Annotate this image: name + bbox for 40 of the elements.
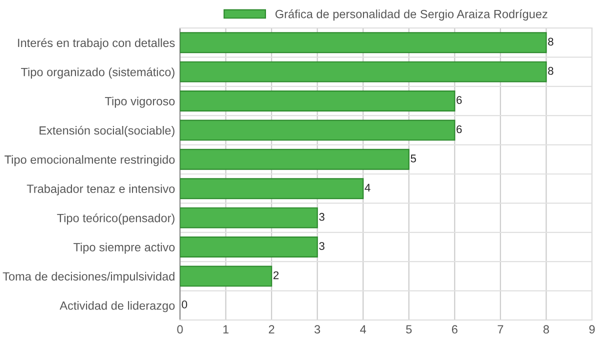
x-tick-label: 7 bbox=[498, 325, 504, 334]
bar bbox=[180, 266, 272, 287]
data-label: 4 bbox=[364, 184, 370, 192]
data-label: 6 bbox=[456, 125, 462, 134]
bar bbox=[180, 61, 547, 82]
bar bbox=[180, 207, 318, 228]
y-tick-label: Tipo siempre activo bbox=[74, 242, 175, 254]
data-label: 6 bbox=[456, 96, 462, 104]
x-tick-label: 9 bbox=[589, 325, 595, 334]
data-label: 8 bbox=[548, 66, 554, 75]
legend-label: Gráfica de personalidad de Sergio Araiza Rodríguez bbox=[275, 9, 548, 21]
x-tick-label: 3 bbox=[314, 325, 320, 334]
data-label: 2 bbox=[274, 271, 279, 280]
bar bbox=[180, 32, 547, 54]
y-tick-label: Trabajador tenaz e intensivo bbox=[26, 184, 175, 196]
bar bbox=[180, 148, 410, 170]
y-tick-label: Interés en trabajo con detalles bbox=[18, 38, 175, 50]
data-label: 5 bbox=[410, 154, 416, 162]
y-tick-label: Tipo teórico(pensador) bbox=[57, 213, 174, 225]
y-tick-label: Tipo emocionalmente restringido bbox=[4, 155, 175, 166]
data-label: 3 bbox=[319, 212, 324, 221]
x-tick-label: 4 bbox=[360, 325, 366, 334]
y-tick-label: Tipo organizado (sistemático) bbox=[21, 67, 174, 79]
bar bbox=[180, 178, 364, 200]
x-tick-label: 5 bbox=[406, 325, 412, 334]
x-tick-label: 2 bbox=[268, 325, 274, 334]
x-tick-label: 8 bbox=[543, 325, 549, 334]
bar bbox=[180, 90, 456, 112]
bar bbox=[180, 120, 456, 141]
y-tick-label: Actividad de liderazgo bbox=[60, 301, 175, 312]
x-tick-label: 6 bbox=[452, 325, 458, 334]
x-tick-label: 0 bbox=[177, 325, 183, 334]
x-tick-label: 1 bbox=[223, 325, 228, 334]
y-tick-label: Toma de decisiones/impulsividad bbox=[2, 272, 174, 283]
y-tick-label: Tipo vigoroso bbox=[104, 96, 175, 108]
data-label: 8 bbox=[548, 38, 554, 46]
data-label: 0 bbox=[182, 300, 188, 308]
y-tick-label: Extensión social(sociable) bbox=[40, 126, 174, 137]
bar bbox=[180, 236, 318, 258]
data-label: 3 bbox=[319, 242, 324, 250]
